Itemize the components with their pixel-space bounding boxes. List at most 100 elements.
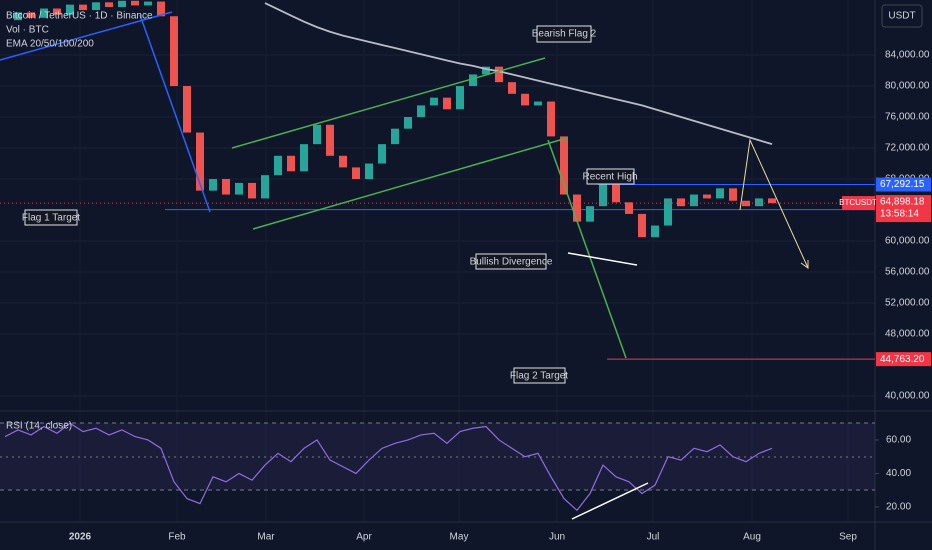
annotation: Flag 1 Target [22,213,80,224]
candle [768,198,776,204]
y-tick-label: 56,000.00 [885,267,930,278]
annotations: Bearish Flag 2 Recent High Bullish Diver… [22,25,638,384]
candle [755,198,763,207]
candle [612,182,620,203]
candle [131,0,139,6]
x-tick-label: Mar [257,532,275,543]
candle [729,188,737,201]
candle [677,198,685,207]
candle [573,194,581,222]
trend-line [0,11,173,61]
candle [560,136,568,195]
candle [664,198,672,226]
candle [378,144,386,164]
level-label: 44,763.20 [880,354,925,365]
candle [248,182,256,199]
candle [27,12,35,18]
currency-button[interactable] [881,4,923,28]
y-tick-label: 76,000.00 [885,112,930,123]
marks [0,0,875,512]
candle [326,124,334,156]
x-tick-label: Jun [549,532,565,543]
candle [703,194,711,199]
candle [547,101,555,137]
annotation-box [586,168,635,185]
candle [742,200,750,207]
arrow-head [800,260,809,269]
trend-line [139,14,211,213]
candle [235,182,243,195]
divergence-line [567,252,638,266]
candle [300,144,308,172]
level-label-bg [876,352,931,367]
candle [690,194,698,207]
level-label: 67,292.15 [880,179,925,190]
rsi-line [4,422,773,512]
candle [183,86,191,133]
y-tick-label: 52,000.00 [885,298,930,309]
drawings [0,11,809,520]
candle [469,74,477,87]
candle [209,179,217,191]
channel-upper [231,57,546,149]
rsi-band [0,423,875,490]
candle [287,155,295,172]
last-price-bg [876,195,931,223]
y-tick-label: 72,000.00 [885,143,930,154]
rsi-tick-label: 40.00 [886,468,911,479]
candle [638,213,646,238]
axes: 84,000.0080,000.0076,000.0072,000.0068,0… [69,50,931,543]
grid [0,54,875,397]
x-tick-label: May [450,532,469,543]
rsi-tick-label: 20.00 [886,502,911,513]
divergence-line [571,482,649,520]
volume-label: Vol · BTC [6,25,49,36]
indicator-label: EMA 20/50/100/200 [6,39,94,50]
candle [118,0,126,7]
level-label-bg [876,177,931,192]
y-tick-label: 40,000.00 [885,391,930,402]
candle [157,1,165,17]
y-tick-label: 48,000.00 [885,329,930,340]
candle [365,163,373,180]
rsi-tick-label: 60.00 [886,435,911,446]
x-tick-label: Feb [168,532,186,543]
candle [430,97,438,106]
candle [261,175,269,199]
candle [352,167,360,180]
annotation: Recent High [582,172,637,183]
annotation-box [475,253,547,270]
candle [144,1,152,6]
candle [339,155,347,168]
currency-button-label[interactable]: USDT [888,11,915,22]
annotation: Bullish Divergence [470,257,553,268]
candle [79,4,87,11]
candle [170,16,178,87]
candle [40,8,48,18]
candle [14,12,22,21]
candle [716,188,724,199]
candle [313,124,321,145]
candle [66,4,74,15]
candle [105,2,113,7]
annotation: Bearish Flag 2 [532,29,597,40]
symbol-title: Bitcoin / TetherUS · 1D · Binance [6,11,153,22]
last-price-name: BTCUSDT [839,198,877,207]
annotation-box [536,25,592,43]
candle [222,179,230,195]
candle [443,97,451,110]
candle [92,2,100,11]
projection-path [739,138,809,269]
candle [456,86,464,110]
candle [495,66,503,83]
x-tick-label: Apr [356,532,372,543]
y-tick-label: 80,000.00 [885,81,930,92]
rsi-label: RSI (14, close) [6,421,72,432]
candle [274,155,282,176]
annotation-box [513,367,566,384]
candle [53,8,61,15]
candle [651,225,659,238]
candle [625,202,633,214]
